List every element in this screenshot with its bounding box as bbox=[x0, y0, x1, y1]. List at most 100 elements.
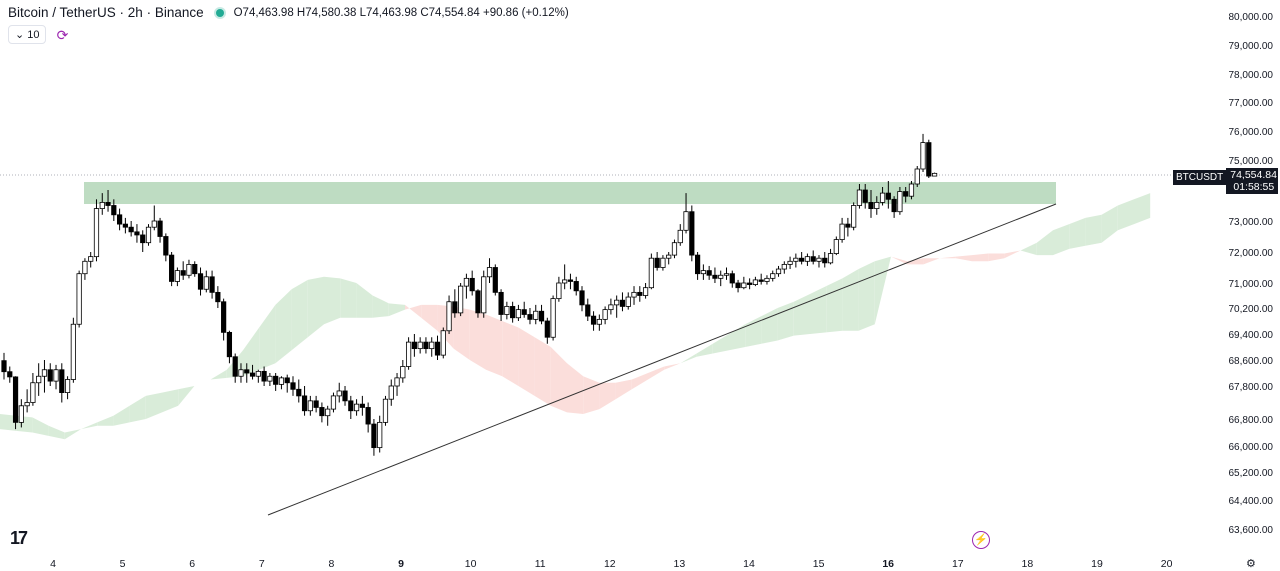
cloud-segment bbox=[939, 256, 956, 259]
y-tick-label: 69,400.00 bbox=[1229, 330, 1274, 341]
candle-body bbox=[255, 370, 261, 377]
cloud-segment bbox=[972, 253, 989, 262]
candle-body bbox=[41, 369, 48, 377]
candle-body bbox=[550, 298, 556, 338]
cloud-segment bbox=[1004, 250, 1021, 259]
y-tick-label: 64,400.00 bbox=[1229, 496, 1274, 507]
candle-body bbox=[99, 201, 105, 209]
candle-body bbox=[64, 379, 71, 394]
candle-body bbox=[273, 375, 279, 385]
candle-body bbox=[914, 168, 920, 185]
candle-body bbox=[926, 142, 932, 177]
candle-body bbox=[608, 304, 614, 311]
y-tick-label: 76,000.00 bbox=[1229, 127, 1274, 138]
candle-body bbox=[186, 263, 192, 276]
candle-body bbox=[192, 263, 198, 275]
candles bbox=[1, 133, 938, 456]
x-tick-label: 18 bbox=[1022, 558, 1034, 570]
cloud-segment bbox=[324, 276, 341, 325]
x-tick-label: 15 bbox=[813, 558, 825, 570]
price-label-countdown: 01:58:55 bbox=[1233, 181, 1275, 193]
flash-icon[interactable]: ⚡ bbox=[972, 531, 990, 549]
y-tick-label: 75,000.00 bbox=[1229, 156, 1274, 167]
x-tick-label: 9 bbox=[398, 558, 404, 570]
cloud-segment bbox=[162, 389, 179, 413]
refresh-icon[interactable]: ⟳ bbox=[56, 26, 69, 43]
candle-body bbox=[59, 369, 65, 394]
candle-body bbox=[695, 254, 701, 275]
cloud-segment bbox=[761, 308, 778, 344]
candle-body bbox=[122, 223, 128, 228]
tradingview-logo[interactable]: 17 bbox=[10, 528, 28, 548]
candle-body bbox=[452, 301, 458, 314]
ohlc-values: O74,463.98 H74,580.38 L74,463.98 C74,554… bbox=[233, 6, 569, 19]
x-tick-label: 4 bbox=[50, 558, 56, 570]
y-tick-label: 68,600.00 bbox=[1229, 356, 1274, 367]
candle-body bbox=[689, 211, 695, 256]
x-tick-label: 13 bbox=[674, 558, 686, 570]
cloud-segment bbox=[1069, 217, 1086, 249]
trendline[interactable] bbox=[267, 203, 1057, 516]
y-tick-label: 77,000.00 bbox=[1229, 98, 1274, 109]
x-tick-label: 11 bbox=[535, 558, 546, 570]
candle-body bbox=[417, 341, 423, 350]
price-axis[interactable]: 80,000.00 79,000.00 78,000.00 77,000.00 76,0… bbox=[1229, 12, 1274, 536]
cloud-segment bbox=[583, 376, 600, 415]
cloud-segment bbox=[1053, 224, 1070, 256]
candle-body bbox=[140, 234, 146, 244]
candle-body bbox=[353, 403, 360, 412]
candle-body bbox=[758, 279, 764, 282]
candle-body bbox=[614, 299, 620, 306]
candle-body bbox=[677, 229, 683, 244]
candle-body bbox=[36, 375, 42, 384]
candle-body bbox=[93, 208, 100, 258]
cloud-segment bbox=[178, 386, 195, 406]
candle-body bbox=[405, 341, 412, 367]
time-axis[interactable]: 4 5 6 7 8 9 10 11 12 13 14 15 16 17 18 19 20 bbox=[50, 558, 1173, 570]
candle-body bbox=[729, 273, 735, 284]
cloud-segment bbox=[129, 395, 146, 423]
candle-body bbox=[712, 274, 718, 279]
candle-body bbox=[469, 277, 475, 292]
cloud-segment bbox=[502, 321, 519, 386]
candle-body bbox=[562, 279, 568, 284]
symbol-title[interactable]: Bitcoin / TetherUS · 2h · Binance bbox=[8, 5, 204, 20]
candle-body bbox=[371, 423, 377, 449]
candle-body bbox=[197, 273, 204, 290]
resistance-zone[interactable] bbox=[84, 182, 1056, 204]
collapse-indicators-button[interactable]: ⌄ 10 bbox=[8, 25, 47, 44]
candle-body bbox=[787, 260, 793, 265]
cloud-segment bbox=[356, 283, 373, 318]
cloud-segment bbox=[664, 363, 681, 370]
market-status-dot bbox=[215, 8, 224, 17]
cloud-segment bbox=[340, 278, 357, 318]
candle-body bbox=[359, 403, 365, 408]
candle-body bbox=[134, 231, 140, 236]
cloud-segment bbox=[307, 276, 324, 338]
candle-body bbox=[12, 376, 19, 423]
x-tick-label: 5 bbox=[120, 558, 126, 570]
y-tick-label: 63,600.00 bbox=[1229, 525, 1274, 536]
candle-body bbox=[666, 254, 672, 259]
cloud-segment bbox=[145, 392, 162, 419]
candle-body bbox=[203, 276, 209, 290]
settings-icon[interactable]: ⚙ bbox=[1246, 558, 1256, 570]
candle-body bbox=[400, 366, 406, 379]
candle-body bbox=[833, 239, 839, 254]
candle-body bbox=[475, 290, 481, 314]
cloud-segment bbox=[1036, 230, 1053, 256]
candle-body bbox=[515, 309, 522, 319]
candle-body bbox=[290, 382, 296, 390]
candle-body bbox=[30, 382, 36, 403]
candle-body bbox=[440, 330, 446, 356]
x-tick-label: 16 bbox=[882, 558, 894, 570]
candle-body bbox=[434, 341, 441, 356]
candle-body bbox=[53, 369, 59, 382]
x-tick-label: 10 bbox=[465, 558, 477, 570]
candle-body bbox=[82, 260, 88, 275]
candle-body bbox=[851, 205, 857, 228]
y-tick-label: 66,800.00 bbox=[1229, 415, 1274, 426]
candle-body bbox=[827, 253, 834, 264]
price-label-value: 74,554.84 bbox=[1230, 169, 1277, 181]
